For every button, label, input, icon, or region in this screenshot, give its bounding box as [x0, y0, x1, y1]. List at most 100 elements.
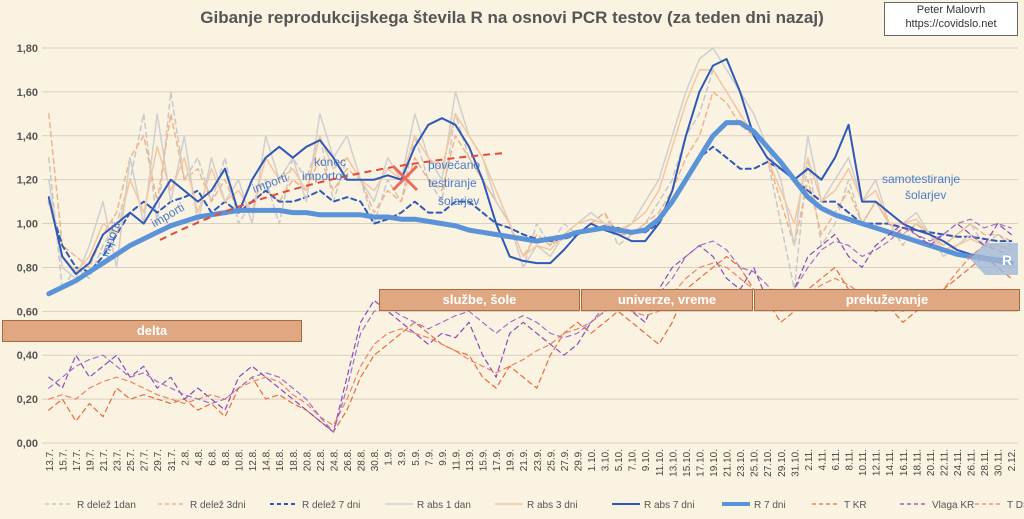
x-tick-label: 29.10. [777, 449, 788, 477]
x-tick-label: 2.12. [1007, 449, 1018, 471]
y-tick-label: 0,00 [17, 438, 38, 450]
x-tick-label: 25.7. [126, 449, 137, 471]
note-importov: importov [302, 169, 349, 183]
x-tick-label: 22.11. [939, 449, 950, 476]
legend-label: R 7 dni [754, 500, 786, 511]
legend-label: R abs 7 dni [644, 500, 695, 511]
series-line-1 [48, 91, 1012, 269]
x-tick-label: 17.7. [72, 449, 83, 471]
band-sluzbe: službe, šole [379, 289, 580, 311]
trend-line [159, 152, 506, 241]
x-tick-label: 30.8. [370, 449, 381, 471]
legend-label: R delež 7 dni [302, 500, 360, 511]
x-tick-label: 6.8. [207, 449, 218, 466]
x-tick-label: 8.8. [221, 449, 232, 466]
x-tick-label: 20.11. [926, 449, 937, 476]
x-tick-label: 6.11. [831, 449, 842, 471]
series-line-2 [47, 145, 1013, 273]
y-tick-label: 0,60 [17, 306, 38, 318]
x-tick-label: 21.10. [723, 449, 734, 477]
series-line-5 [47, 58, 1013, 275]
x-tick-label: 14.11. [885, 449, 896, 476]
x-tick-label: 22.8. [316, 449, 327, 471]
x-tick-label: 8.11. [845, 449, 856, 471]
x-tick-label: 4.8. [194, 449, 205, 466]
x-tick-label: 25.10. [750, 449, 761, 477]
x-tick-label: 1.9. [384, 449, 395, 466]
x-tick-label: 20.8. [302, 449, 313, 471]
x-tick-label: 7.10. [628, 449, 639, 471]
y-tick-label: 1,60 [17, 87, 38, 99]
series-line-9 [48, 244, 1012, 426]
x-tick-label: 5.9. [411, 449, 422, 466]
x-tick-label: 18.8. [289, 449, 300, 471]
series-line-3 [48, 47, 1012, 280]
x-tick-label: 10.11. [858, 449, 869, 476]
legend-label: R abs 1 dan [417, 500, 471, 511]
note-solarjev: šolarjev [438, 194, 480, 208]
x-tick-label: 9.10. [641, 449, 652, 471]
y-tick-label: 0,40 [17, 350, 38, 362]
note-testiranje: testiranje [428, 176, 477, 190]
series-line-7 [48, 255, 1012, 433]
cross-mark [391, 164, 419, 192]
x-tick-label: 27.7. [140, 449, 151, 471]
series-line-4 [48, 69, 1012, 273]
x-tick-label: 12.8. [248, 449, 259, 471]
legend-label: T KR [844, 500, 867, 511]
x-tick-label: 13.7. [45, 449, 56, 471]
x-tick-label: 9.9. [438, 449, 449, 466]
x-tick-label: 19.10. [709, 449, 720, 477]
x-tick-label: 30.11. [994, 449, 1005, 476]
x-tick-label: 26.8. [343, 449, 354, 471]
x-tick-label: 2.11. [804, 449, 815, 471]
x-tick-label: 23.10. [736, 449, 747, 477]
y-tick-label: 1,80 [17, 43, 38, 55]
chart-title: Gibanje reprodukcijskega števila R na os… [200, 8, 824, 27]
legend-label: R abs 3 dni [527, 500, 578, 511]
x-tick-label: 29.7. [153, 449, 164, 471]
band-univerze: univerze, vreme [581, 289, 753, 311]
x-tick-label: 19.7. [85, 449, 96, 471]
x-tick-label: 16.11. [899, 449, 910, 476]
y-tick-label: 0,80 [17, 262, 38, 274]
x-tick-label: 28.11. [980, 449, 991, 476]
x-tick-label: 3.10. [601, 449, 612, 471]
x-tick-label: 1.10. [587, 449, 598, 471]
x-tick-label: 23.9. [533, 449, 544, 471]
x-tick-label: 15.9. [479, 449, 490, 471]
series-line-8 [48, 223, 1012, 433]
legend-label: T DS 3 dni [1007, 500, 1024, 511]
x-tick-label: 24.8. [329, 449, 340, 471]
x-tick-label: 11.9. [451, 449, 462, 471]
x-tick-label: 31.7. [167, 449, 178, 471]
note-solarjev-2: šolarjev [905, 188, 947, 202]
legend-label: R delež 3dni [190, 500, 246, 511]
x-tick-label: 27.9. [560, 449, 571, 471]
note-povecano: povečano [428, 158, 481, 172]
r-arrow [970, 243, 1018, 275]
credit-name: Peter Malovrh [916, 4, 986, 16]
x-tick-label: 28.8. [357, 449, 368, 471]
credit-url[interactable]: https://covidslo.net [905, 18, 997, 30]
note-samotestiranje: samotestiranje [882, 172, 961, 186]
x-tick-label: 21.9. [519, 449, 530, 471]
x-tick-label: 21.7. [99, 449, 110, 471]
legend-label: R delež 1dan [77, 500, 136, 511]
x-tick-label: 10.8. [235, 449, 246, 471]
series-line-10 [48, 218, 1012, 433]
legend-label: Vlaga KR [932, 500, 974, 511]
credit-box[interactable]: Peter Malovrh https://covidslo.net [884, 2, 1018, 36]
y-tick-label: 1,40 [17, 131, 38, 143]
y-tick-label: 0,20 [17, 394, 38, 406]
x-tick-label: 17.10. [695, 449, 706, 477]
y-tick-label: 1,20 [17, 175, 38, 187]
x-tick-label: 24.11. [953, 449, 964, 476]
note-konec: konec [314, 155, 347, 169]
y-tick-label: 1,00 [17, 219, 38, 231]
x-tick-label: 13.9. [465, 449, 476, 471]
r-badge: R [1002, 252, 1013, 268]
x-tick-label: 15.7. [58, 449, 69, 471]
x-tick-label: 19.9. [506, 449, 517, 471]
